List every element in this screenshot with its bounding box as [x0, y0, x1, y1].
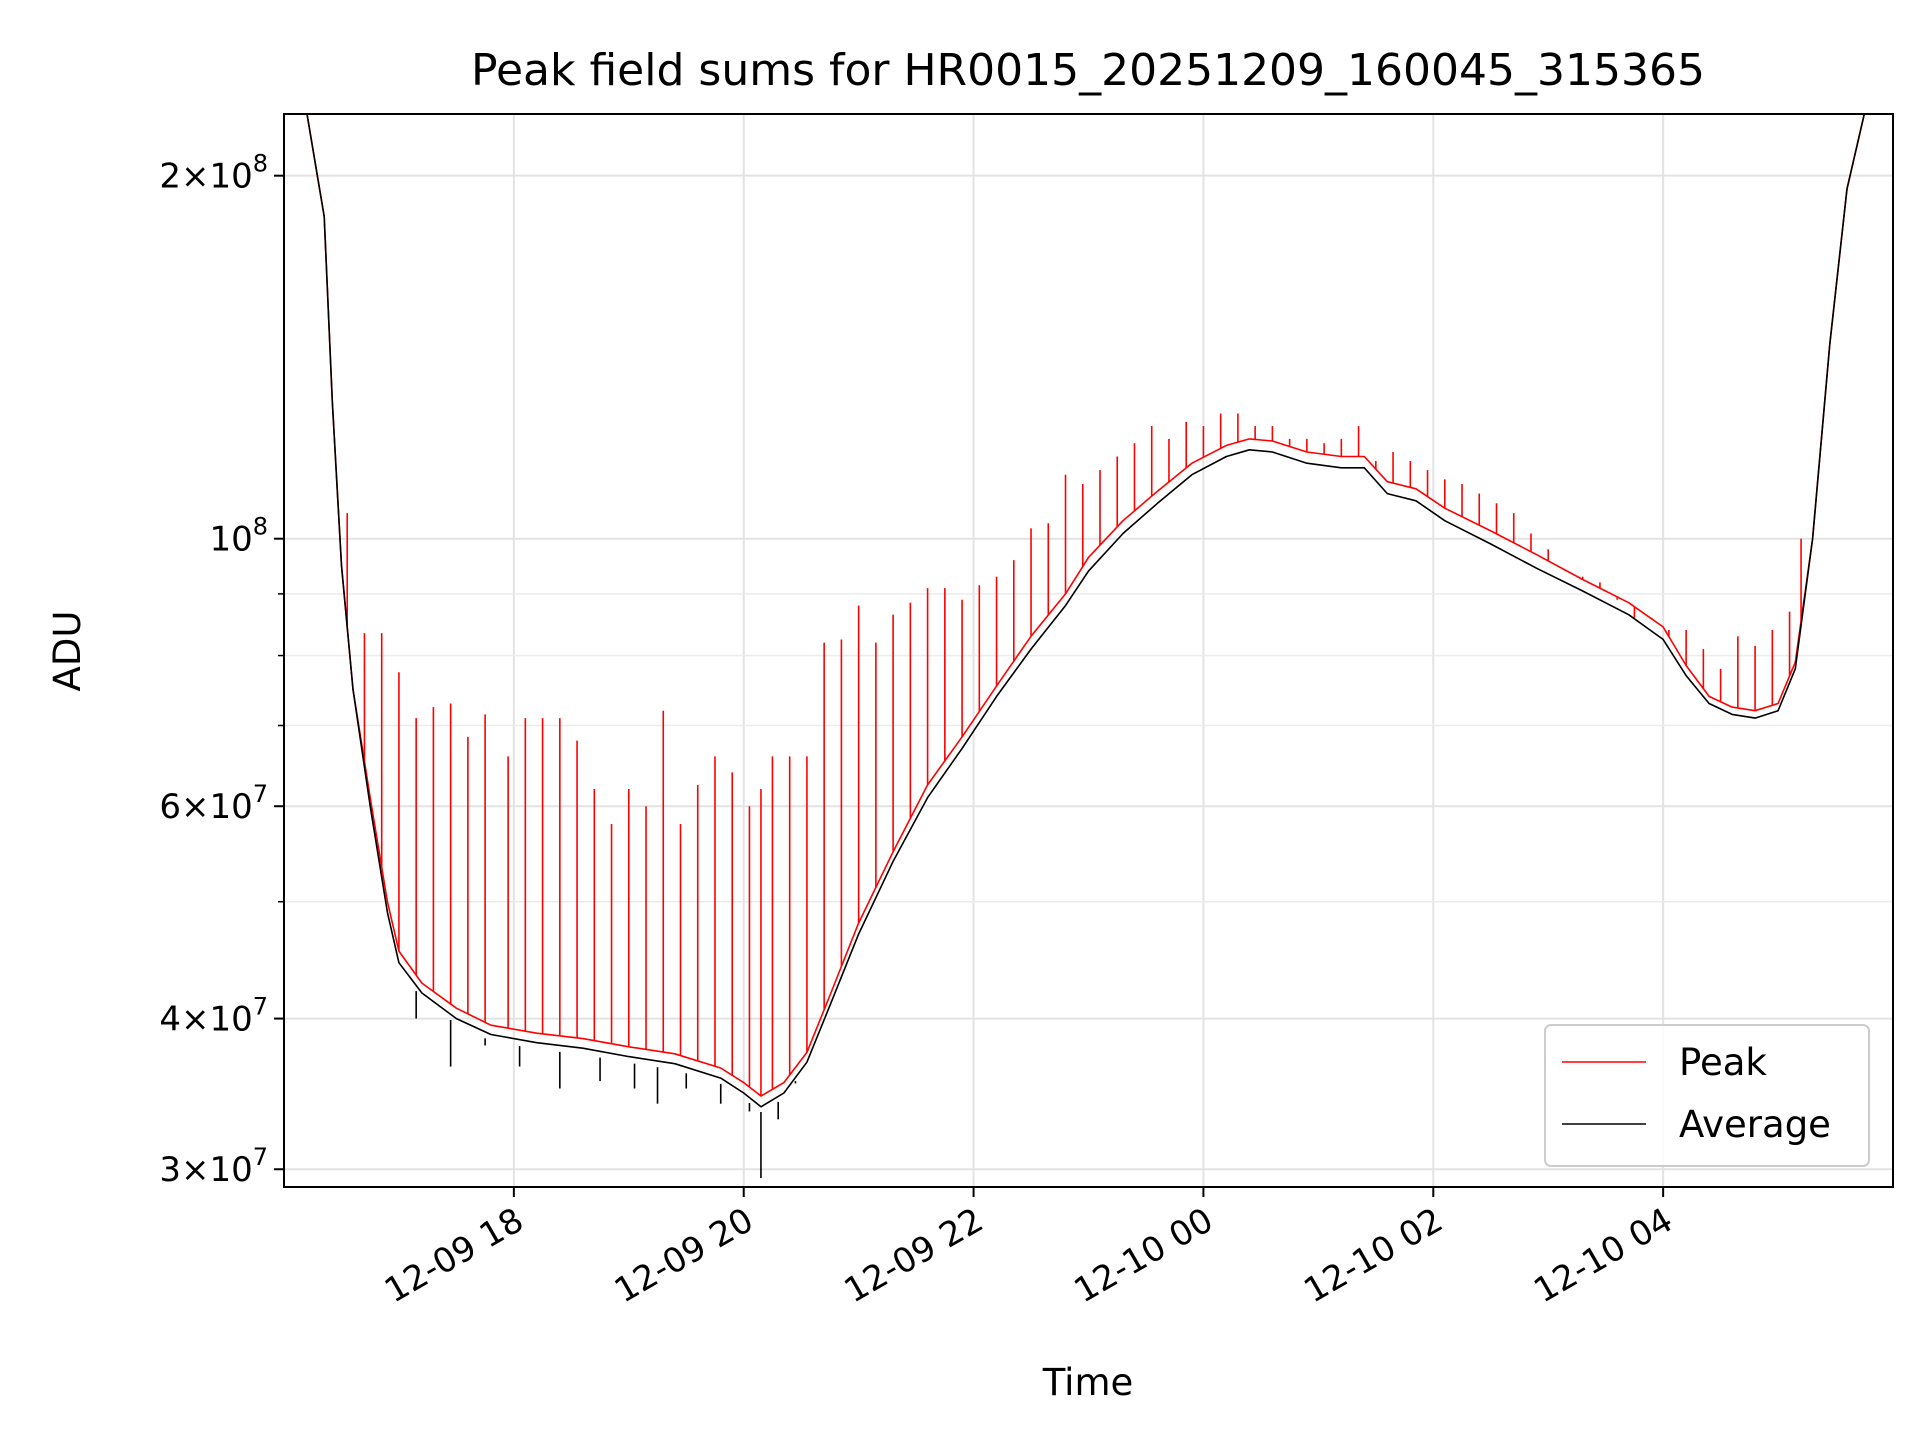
- legend: Peak Average: [1544, 1024, 1870, 1167]
- y-tick-label: 3×107: [159, 1143, 268, 1190]
- y-tick-label: 108: [209, 513, 268, 560]
- chart-title: Peak field sums for HR0015_20251209_1600…: [471, 45, 1705, 96]
- plot-frame: [283, 113, 1894, 1188]
- legend-average-label: Average: [1679, 1103, 1831, 1146]
- grid: [284, 114, 1893, 1187]
- y-tick-label: 6×107: [159, 780, 268, 827]
- y-tick-label: 4×107: [159, 993, 268, 1040]
- legend-box: [1544, 1024, 1870, 1167]
- x-axis-label: Time: [1042, 1361, 1134, 1404]
- peak-series-line: [284, 114, 1893, 1097]
- y-tick-label: 2×108: [159, 150, 268, 197]
- legend-peak-label: Peak: [1679, 1041, 1767, 1084]
- series-layer: [284, 114, 1893, 1179]
- average-series-line: [284, 114, 1893, 1108]
- y-axis-label: ADU: [46, 611, 89, 692]
